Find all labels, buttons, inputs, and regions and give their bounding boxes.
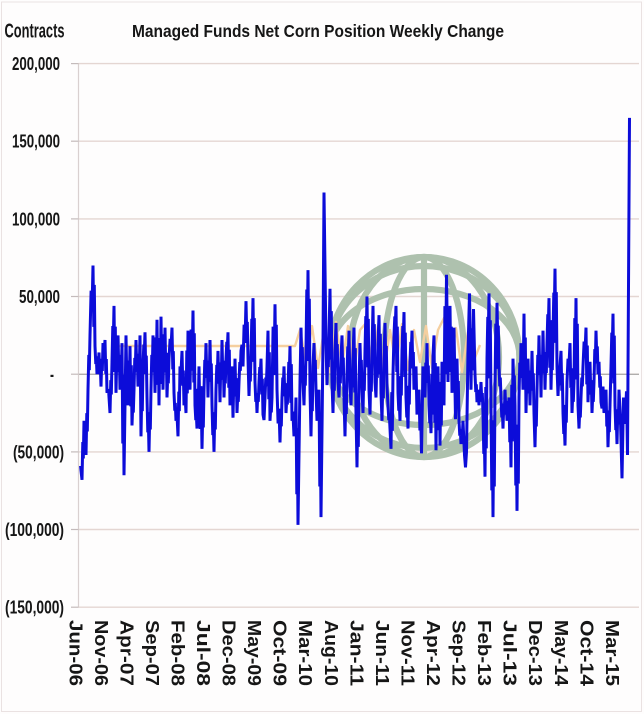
svg-text:Oct-09: Oct-09: [270, 620, 291, 686]
svg-text:50,000: 50,000: [19, 286, 60, 307]
svg-text:Feb-08: Feb-08: [168, 620, 189, 686]
svg-text:Sep-12: Sep-12: [449, 620, 470, 686]
svg-text:100,000: 100,000: [12, 208, 60, 229]
svg-text:200,000: 200,000: [12, 53, 60, 74]
svg-text:Aug-10: Aug-10: [321, 620, 342, 686]
svg-text:Managed Funds Net Corn Positio: Managed Funds Net Corn Position Weekly C…: [132, 21, 504, 41]
svg-text:(50,000): (50,000): [13, 441, 64, 462]
svg-text:Mar-15: Mar-15: [602, 620, 623, 686]
svg-text:Mar-10: Mar-10: [295, 620, 316, 686]
svg-text:-: -: [50, 364, 54, 385]
svg-text:Jan-11: Jan-11: [346, 620, 367, 686]
svg-text:Feb-13: Feb-13: [474, 620, 495, 686]
svg-text:Oct-14: Oct-14: [576, 620, 597, 687]
svg-text:Jul-13: Jul-13: [500, 620, 521, 686]
svg-text:Apr-07: Apr-07: [116, 620, 137, 686]
svg-text:Nov-11: Nov-11: [398, 620, 419, 686]
svg-text:Dec-13: Dec-13: [525, 620, 546, 686]
svg-text:Contracts: Contracts: [5, 21, 65, 43]
svg-text:May-09: May-09: [244, 620, 265, 686]
svg-text:Apr-12: Apr-12: [423, 620, 444, 686]
svg-text:May-14: May-14: [551, 620, 572, 687]
svg-text:Jun-06: Jun-06: [65, 620, 86, 686]
svg-text:(150,000): (150,000): [5, 597, 64, 618]
svg-text:Jun-11: Jun-11: [372, 620, 393, 686]
svg-text:Nov-06: Nov-06: [91, 620, 112, 686]
svg-text:(100,000): (100,000): [5, 519, 64, 540]
svg-text:Jul-08: Jul-08: [193, 620, 214, 686]
svg-text:150,000: 150,000: [12, 131, 60, 152]
svg-text:Sep-07: Sep-07: [142, 620, 163, 686]
svg-text:Dec-08: Dec-08: [219, 620, 240, 686]
